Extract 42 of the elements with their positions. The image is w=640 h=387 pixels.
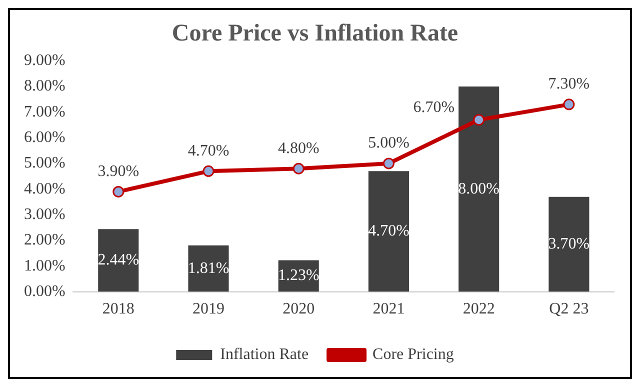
y-tick-label: 6.00% — [24, 129, 66, 146]
y-tick-label: 1.00% — [24, 257, 66, 274]
data-label: 5.00% — [368, 134, 410, 152]
data-label: 3.70% — [548, 236, 590, 253]
data-label: 2.44% — [98, 252, 140, 269]
bar — [548, 196, 590, 292]
legend-label: Core Pricing — [372, 346, 454, 364]
data-label: 8.00% — [458, 180, 500, 198]
y-tick-label: 9.00% — [24, 52, 66, 70]
data-label: 4.70% — [188, 142, 230, 160]
data-label: 1.23% — [278, 267, 320, 284]
y-tick-label: 3.00% — [24, 206, 66, 224]
data-label: 4.70% — [368, 222, 410, 240]
y-tick-label: 5.00% — [24, 154, 66, 172]
x-tick-label: 2019 — [192, 300, 224, 318]
point — [473, 114, 485, 126]
data-label: 4.80% — [278, 140, 320, 157]
point — [112, 186, 124, 198]
bar — [458, 86, 500, 292]
data-label: 7.30% — [548, 76, 590, 93]
point — [382, 158, 394, 170]
x-tick-label: 2020 — [282, 300, 315, 318]
y-tick-label: 7.00% — [24, 103, 66, 120]
y-tick-label: 4.00% — [24, 180, 66, 198]
x-tick-label: 2022 — [462, 300, 495, 318]
chart-title: Core Price vs Inflation Rate — [172, 20, 458, 47]
bar — [368, 171, 409, 292]
point — [202, 165, 214, 177]
bar — [98, 229, 139, 292]
x-tick-label: 2021 — [372, 300, 405, 318]
y-tick-label: 2.00% — [24, 232, 66, 249]
x-tick-label: 2018 — [102, 300, 134, 318]
point — [563, 98, 575, 110]
data-label: 6.70% — [413, 99, 455, 116]
y-tick-label: 0.00% — [24, 283, 66, 300]
y-tick-label: 8.00% — [24, 78, 66, 95]
bar — [188, 245, 229, 292]
data-label: 3.90% — [98, 162, 140, 180]
legend-label: Inflation Rate — [220, 346, 309, 364]
x-tick-label: Q2 23 — [549, 300, 589, 318]
data-label: 1.81% — [188, 260, 230, 277]
point — [292, 162, 304, 174]
